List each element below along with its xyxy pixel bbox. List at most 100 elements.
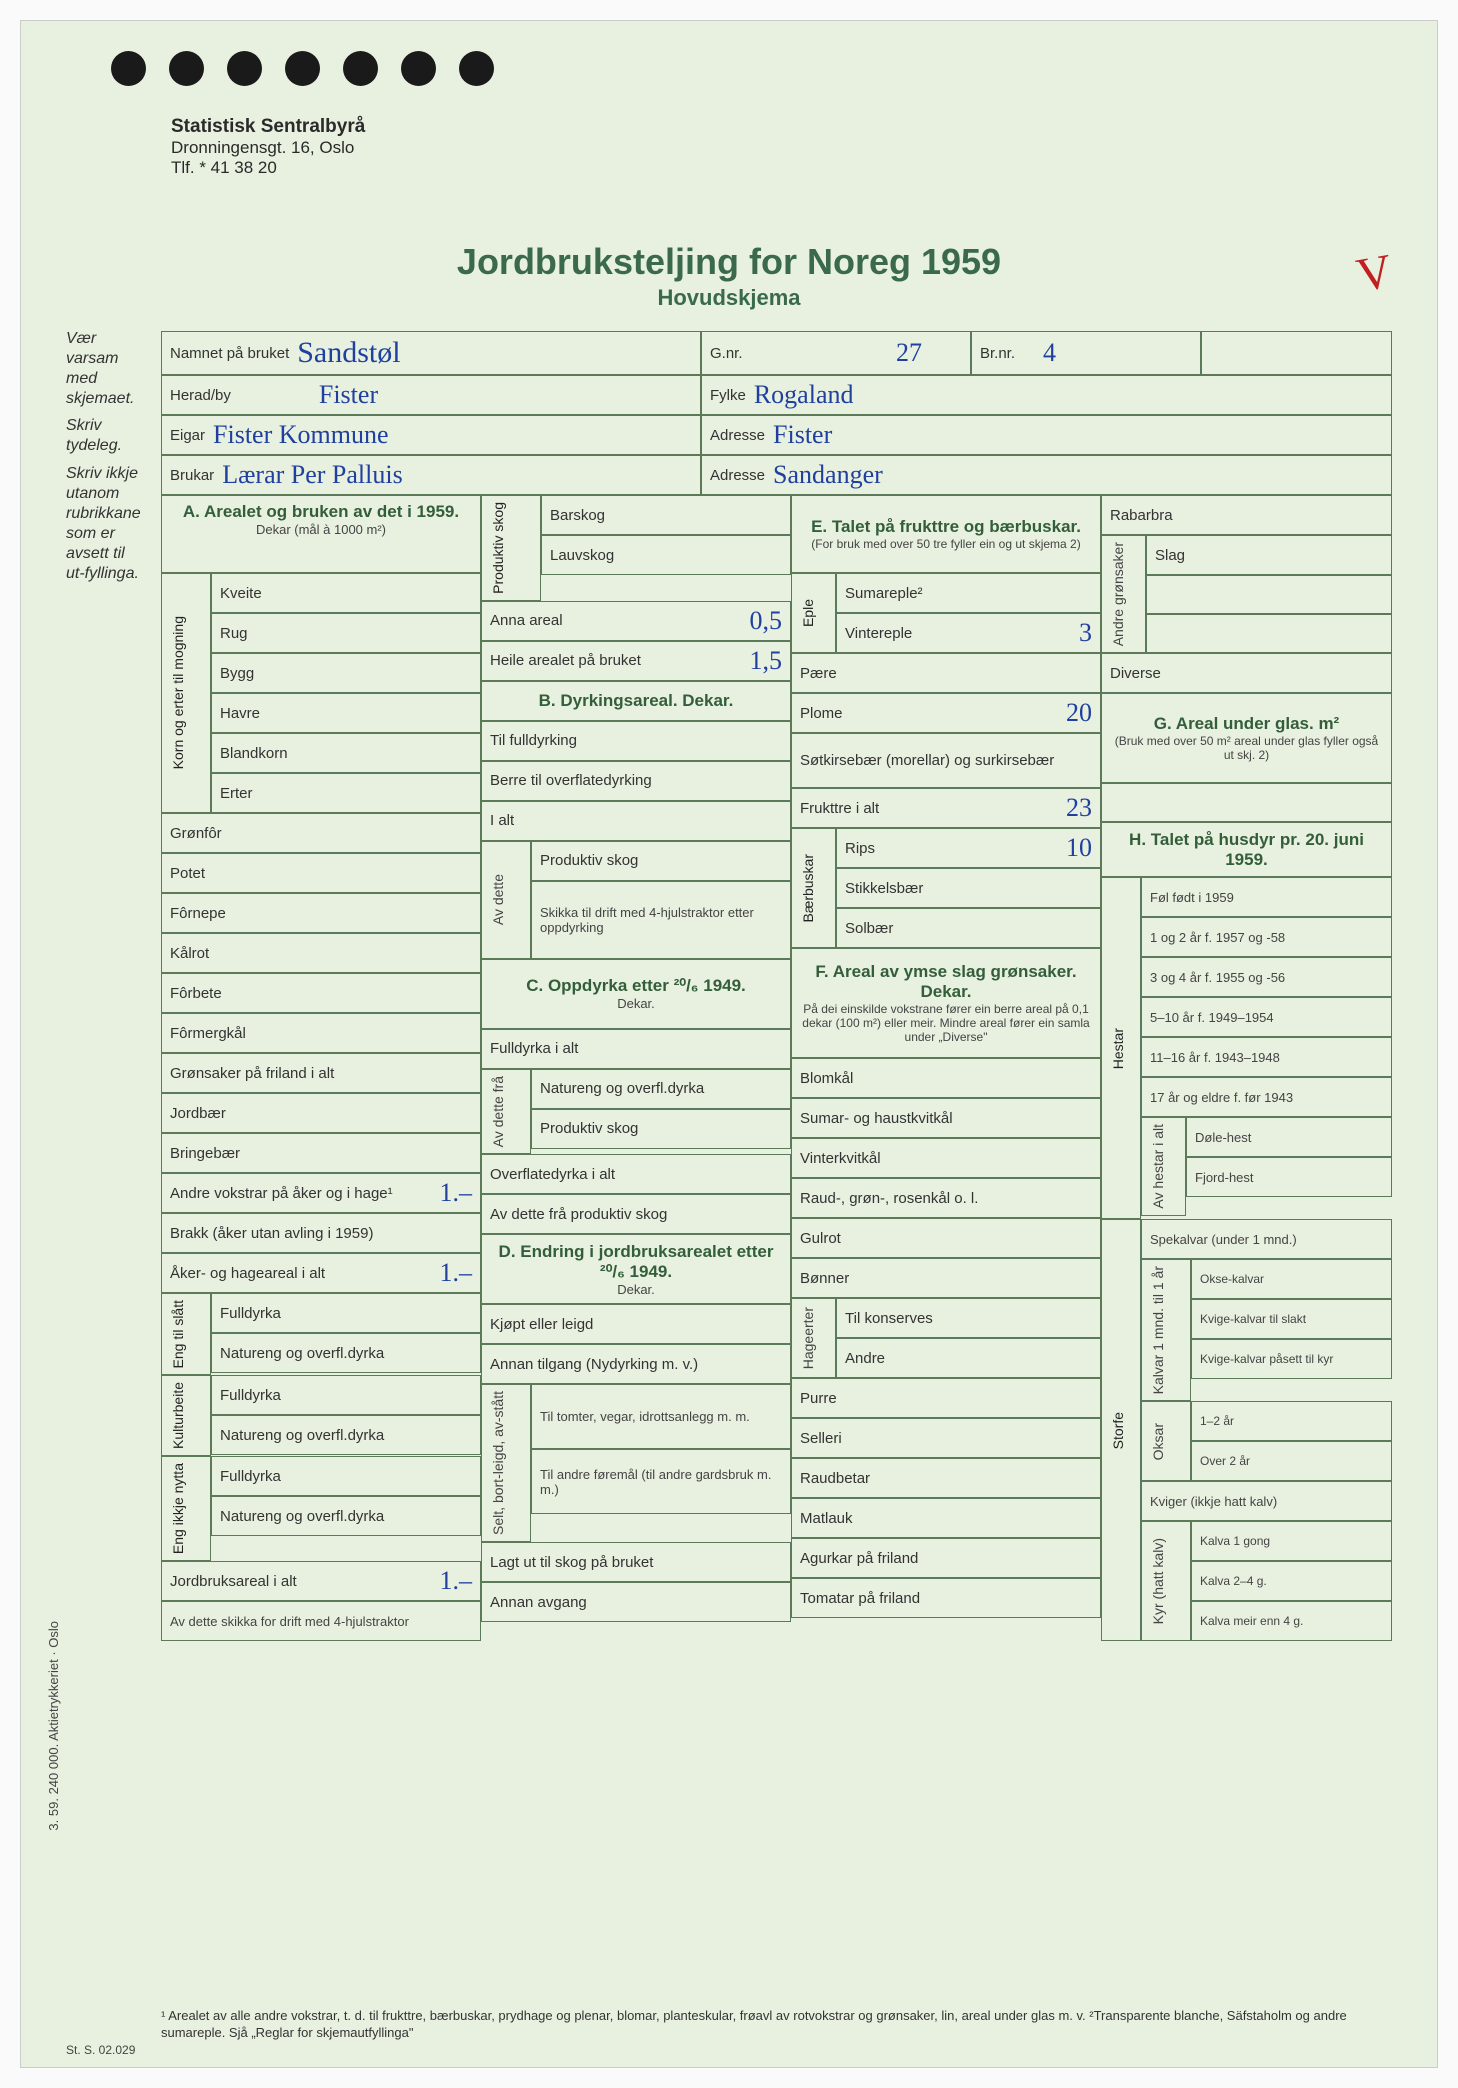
raudbetar: Raudbetar [800,1470,870,1487]
bonner: Bønner [800,1270,849,1287]
bruk-value: Sandstøl [289,338,400,368]
kalrot: Kålrot [170,945,209,962]
av-dette-skikka: Av dette skikka for drift med 4-hjulstra… [170,1614,409,1629]
rabarbra: Rabarbra [1110,507,1173,524]
d-andre-foremal: Til andre føremål (til andre gardsbruk m… [540,1467,782,1497]
d-kjopt: Kjøpt eller leigd [490,1316,593,1333]
sumar-haust: Sumar- og haustkvitkål [800,1110,953,1127]
fylke-lbl: Fylke [710,387,746,404]
kb-natureng: Natureng og overfl.dyrka [220,1427,384,1444]
k2-4: Kalva 2–4 g. [1200,1574,1267,1588]
d-tomter: Til tomter, vegar, idrottsanlegg m. m. [540,1409,750,1424]
dole: Døle-hest [1195,1130,1251,1145]
eng-ikkje: Eng ikkje nytta [170,1463,186,1554]
kb-fulldyrka: Fulldyrka [220,1387,281,1404]
kulturbeite: Kulturbeite [170,1382,186,1449]
sec-e-sub: (For bruk med over 50 tre fyller ein og … [811,537,1080,551]
av-hestar: Av hestar i alt [1150,1124,1166,1209]
brnr-value: 4 [1035,340,1056,366]
selleri: Selleri [800,1430,842,1447]
raud: Raud-, grøn-, rosenkål o. l. [800,1190,978,1207]
lauvskog: Lauvskog [550,547,614,564]
sec-g-title: G. Areal under glas. m² [1154,714,1339,734]
sec-a-sub: Dekar (mål à 1000 m²) [256,522,386,537]
b-avdette: Av dette [490,874,506,925]
k4p: Kalva meir enn 4 g. [1200,1614,1303,1628]
slag: Slag [1155,547,1185,564]
y5-10: 5–10 år f. 1949–1954 [1150,1010,1274,1025]
brnr-lbl: Br.nr. [980,345,1015,362]
aker-hage: Åker- og hageareal i alt [170,1265,325,1282]
org-addr: Dronningensgt. 16, Oslo [171,138,365,158]
sec-f-title: F. Areal av ymse slag grønsaker. Dekar. [800,962,1092,1002]
aker-hage-val: 1.– [432,1260,473,1286]
sec-c-title: C. Oppdyrka etter ²⁰/₆ 1949. [526,976,746,996]
ei-fulldyrka: Fulldyrka [220,1468,281,1485]
frukttre-val: 23 [1058,795,1092,821]
herad-value: Fister [311,382,378,408]
hestar: Hestar [1110,1028,1126,1069]
form-grid: Namnet på bruket Sandstøl G.nr. 27 Br.nr… [161,331,1392,1641]
adr1-value: Fister [765,422,832,448]
c-avfra: Av dette frå [490,1076,506,1147]
potet: Potet [170,865,205,882]
oksar: Oksar [1150,1423,1166,1460]
blomkal: Blomkål [800,1070,853,1087]
b-ialt: I alt [490,812,514,829]
andre-vokstrar: Andre vokstrar på åker og i hage¹ [170,1185,393,1202]
jordbruks: Jordbruksareal i alt [170,1573,297,1590]
y11-16: 11–16 år f. 1943–1948 [1150,1050,1280,1065]
forbete: Fôrbete [170,985,222,1002]
org-phone: Tlf. * 41 38 20 [171,158,365,178]
adr2-lbl: Adresse [710,467,765,484]
eng-natureng: Natureng og overfl.dyrka [220,1345,384,1362]
y17: 17 år og eldre f. før 1943 [1150,1090,1293,1105]
gnr-lbl: G.nr. [710,345,743,362]
eng-slatt: Eng til slått [170,1300,186,1368]
rips: Rips [845,840,875,857]
ei-natureng: Natureng og overfl.dyrka [220,1508,384,1525]
bringebaer: Bringebær [170,1145,240,1162]
form-number: St. S. 02.029 [66,2043,135,2057]
adr2-value: Sandanger [765,462,883,488]
sec-c-sub: Dekar. [617,996,655,1011]
sumar: Sumareple² [845,585,923,602]
storfe: Storfe [1110,1412,1126,1449]
rips-val: 10 [1058,835,1092,861]
matlauk: Matlauk [800,1510,853,1527]
anna-val: 0,5 [742,608,783,634]
brukar-lbl: Brukar [170,467,214,484]
herad-lbl: Herad/by [170,387,231,404]
census-form-page: Statistisk Sentralbyrå Dronningensgt. 16… [20,20,1438,2068]
okse: Okse-kalvar [1200,1272,1264,1286]
print-text: 3. 59. 240 000. Aktietrykkeriet · Oslo [46,1621,61,1831]
brukar-value: Lærar Per Palluis [214,462,403,488]
y1-2: 1 og 2 år f. 1957 og -58 [1150,930,1285,945]
spekalvar: Spekalvar (under 1 mnd.) [1150,1232,1297,1247]
sec-b-title: B. Dyrkingsareal. Dekar. [539,691,734,711]
fylke-value: Rogaland [746,382,854,408]
org-header: Statistisk Sentralbyrå Dronningensgt. 16… [171,116,365,178]
sec-d-sub: Dekar. [617,1282,655,1297]
sec-g-sub: (Bruk med over 50 m² areal under glas fy… [1110,734,1383,762]
title-main: Jordbruksteljing for Noreg 1959 [21,241,1437,283]
purre: Purre [800,1390,837,1407]
c-overfl: Overflatedyrka i alt [490,1166,615,1183]
til-kons: Til konserves [845,1310,933,1327]
d-selt: Selt, bort-leigd, av-stått [490,1391,506,1535]
k1: Kalva 1 gong [1200,1534,1270,1548]
d-avgang: Annan avgang [490,1594,587,1611]
vinterkvit: Vinterkvitkål [800,1150,881,1167]
sec-h-title: H. Talet på husdyr pr. 20. juni 1959. [1110,830,1383,870]
jordbaer: Jordbær [170,1105,226,1122]
plome: Plome [800,705,843,722]
eple-lbl: Eple [800,599,816,627]
sec-f-sub: På dei einskilde vokstrane fører ein ber… [800,1002,1092,1044]
frukttre: Frukttre i alt [800,800,879,817]
side-note-c: Skriv ikkje utanom rubrikkane som er avs… [66,464,146,584]
hageerter: Hageerter [800,1307,816,1369]
anna-areal: Anna areal [490,612,563,629]
c-fulldyrka: Fulldyrka i alt [490,1040,578,1057]
fjord: Fjord-hest [1195,1170,1254,1185]
d-annan-tilgang: Annan tilgang (Nydyrking m. v.) [490,1356,698,1373]
